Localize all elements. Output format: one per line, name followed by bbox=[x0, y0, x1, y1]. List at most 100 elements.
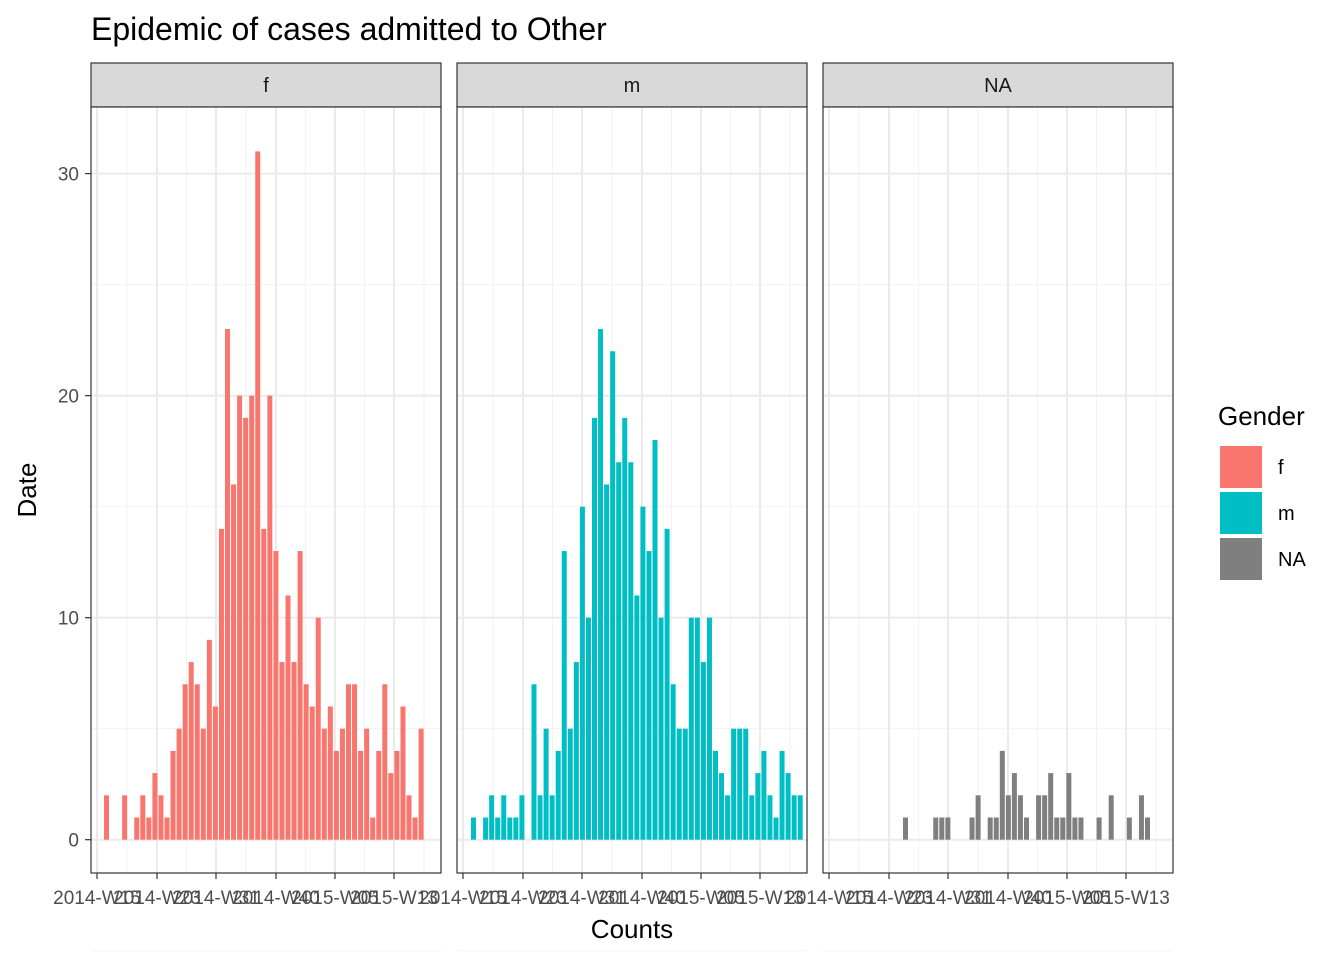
x-tick-label: 2014-W40 bbox=[598, 888, 686, 909]
bar bbox=[158, 795, 164, 840]
bar bbox=[749, 795, 755, 840]
bar bbox=[212, 706, 218, 840]
bar bbox=[140, 795, 146, 840]
bar bbox=[176, 728, 182, 840]
legend-label: NA bbox=[1278, 549, 1306, 571]
facet-strip-label: m bbox=[624, 75, 641, 97]
bar bbox=[152, 773, 158, 840]
bar bbox=[315, 617, 321, 840]
y-axis-label: Date bbox=[12, 463, 42, 518]
bar bbox=[969, 817, 975, 840]
bar bbox=[104, 795, 109, 840]
y-tick-label: 10 bbox=[58, 609, 79, 630]
bar bbox=[1145, 817, 1150, 840]
bar bbox=[652, 440, 658, 840]
bar bbox=[706, 617, 712, 840]
bar bbox=[188, 662, 194, 840]
bar bbox=[579, 506, 585, 840]
bar bbox=[237, 395, 243, 840]
bar bbox=[719, 773, 725, 840]
bar bbox=[688, 617, 694, 840]
bar bbox=[658, 617, 664, 840]
bar bbox=[694, 617, 700, 840]
bar bbox=[634, 595, 640, 840]
bar bbox=[489, 795, 495, 840]
x-tick-label: 2014-W23 bbox=[845, 888, 933, 909]
x-tick-label: 2014-W15 bbox=[419, 888, 507, 909]
bar bbox=[1048, 773, 1054, 840]
bar bbox=[122, 795, 128, 840]
bar bbox=[939, 817, 945, 840]
bar bbox=[291, 662, 297, 840]
legend-key bbox=[1220, 538, 1262, 580]
bar bbox=[610, 351, 616, 840]
bar bbox=[231, 484, 237, 840]
bar bbox=[664, 528, 670, 840]
bar bbox=[791, 795, 797, 840]
bar bbox=[585, 617, 591, 840]
bar bbox=[1126, 817, 1132, 840]
panel-background bbox=[823, 107, 1173, 873]
bar bbox=[592, 417, 597, 840]
bar bbox=[339, 728, 345, 840]
bar bbox=[394, 750, 400, 840]
bar bbox=[767, 795, 773, 840]
bar bbox=[418, 728, 424, 840]
x-tick-label: 2014-W40 bbox=[964, 888, 1052, 909]
legend-key bbox=[1220, 446, 1262, 488]
bar bbox=[303, 684, 309, 840]
bar bbox=[797, 795, 803, 840]
panel-border bbox=[456, 106, 808, 874]
bar bbox=[999, 750, 1005, 840]
bar bbox=[471, 817, 476, 840]
x-tick-label: 2015-W05 bbox=[291, 888, 379, 909]
bar bbox=[537, 795, 543, 840]
bar bbox=[646, 551, 652, 840]
bar bbox=[164, 817, 170, 840]
bar bbox=[412, 817, 418, 840]
x-tick-label: 2015-W13 bbox=[350, 888, 438, 909]
chart-title: Epidemic of cases admitted to Other bbox=[91, 11, 607, 47]
bar bbox=[700, 662, 706, 840]
bar bbox=[501, 795, 507, 840]
bar bbox=[773, 817, 779, 840]
facet-strip-label: NA bbox=[984, 75, 1012, 97]
x-tick-label: 2015-W13 bbox=[716, 888, 804, 909]
y-tick-label: 20 bbox=[58, 387, 79, 408]
bar bbox=[519, 795, 525, 840]
bar bbox=[1060, 817, 1066, 840]
bar bbox=[170, 750, 176, 840]
bar bbox=[1054, 817, 1060, 840]
bar bbox=[628, 462, 634, 840]
bar bbox=[1042, 795, 1048, 840]
bar bbox=[737, 728, 743, 840]
bar bbox=[993, 817, 999, 840]
bar bbox=[1017, 795, 1023, 840]
bar bbox=[1072, 817, 1078, 840]
bar bbox=[388, 773, 394, 840]
bar bbox=[279, 662, 285, 840]
bar bbox=[194, 684, 200, 840]
bar bbox=[761, 750, 767, 840]
bar bbox=[1024, 817, 1029, 840]
x-tick-label: 2014-W31 bbox=[904, 888, 992, 909]
y-tick-label: 30 bbox=[58, 165, 79, 186]
y-axis: 0 10 20 30 bbox=[58, 165, 91, 852]
bar bbox=[731, 728, 737, 840]
legend-title: Gender bbox=[1218, 401, 1305, 431]
bar bbox=[225, 329, 230, 840]
facet-strip bbox=[456, 62, 808, 108]
facet-strip-label: f bbox=[263, 75, 269, 97]
x-tick-label: 2015-W05 bbox=[657, 888, 745, 909]
bar bbox=[507, 817, 513, 840]
bar bbox=[743, 728, 749, 840]
panel-border bbox=[90, 106, 442, 874]
x-tick-label: 2014-W23 bbox=[113, 888, 201, 909]
bar bbox=[1011, 773, 1017, 840]
bar bbox=[543, 728, 549, 840]
legend: Gender f m NA bbox=[1218, 401, 1306, 580]
bar bbox=[670, 684, 676, 840]
x-tick-label: 2014-W15 bbox=[785, 888, 873, 909]
bar bbox=[255, 151, 261, 840]
